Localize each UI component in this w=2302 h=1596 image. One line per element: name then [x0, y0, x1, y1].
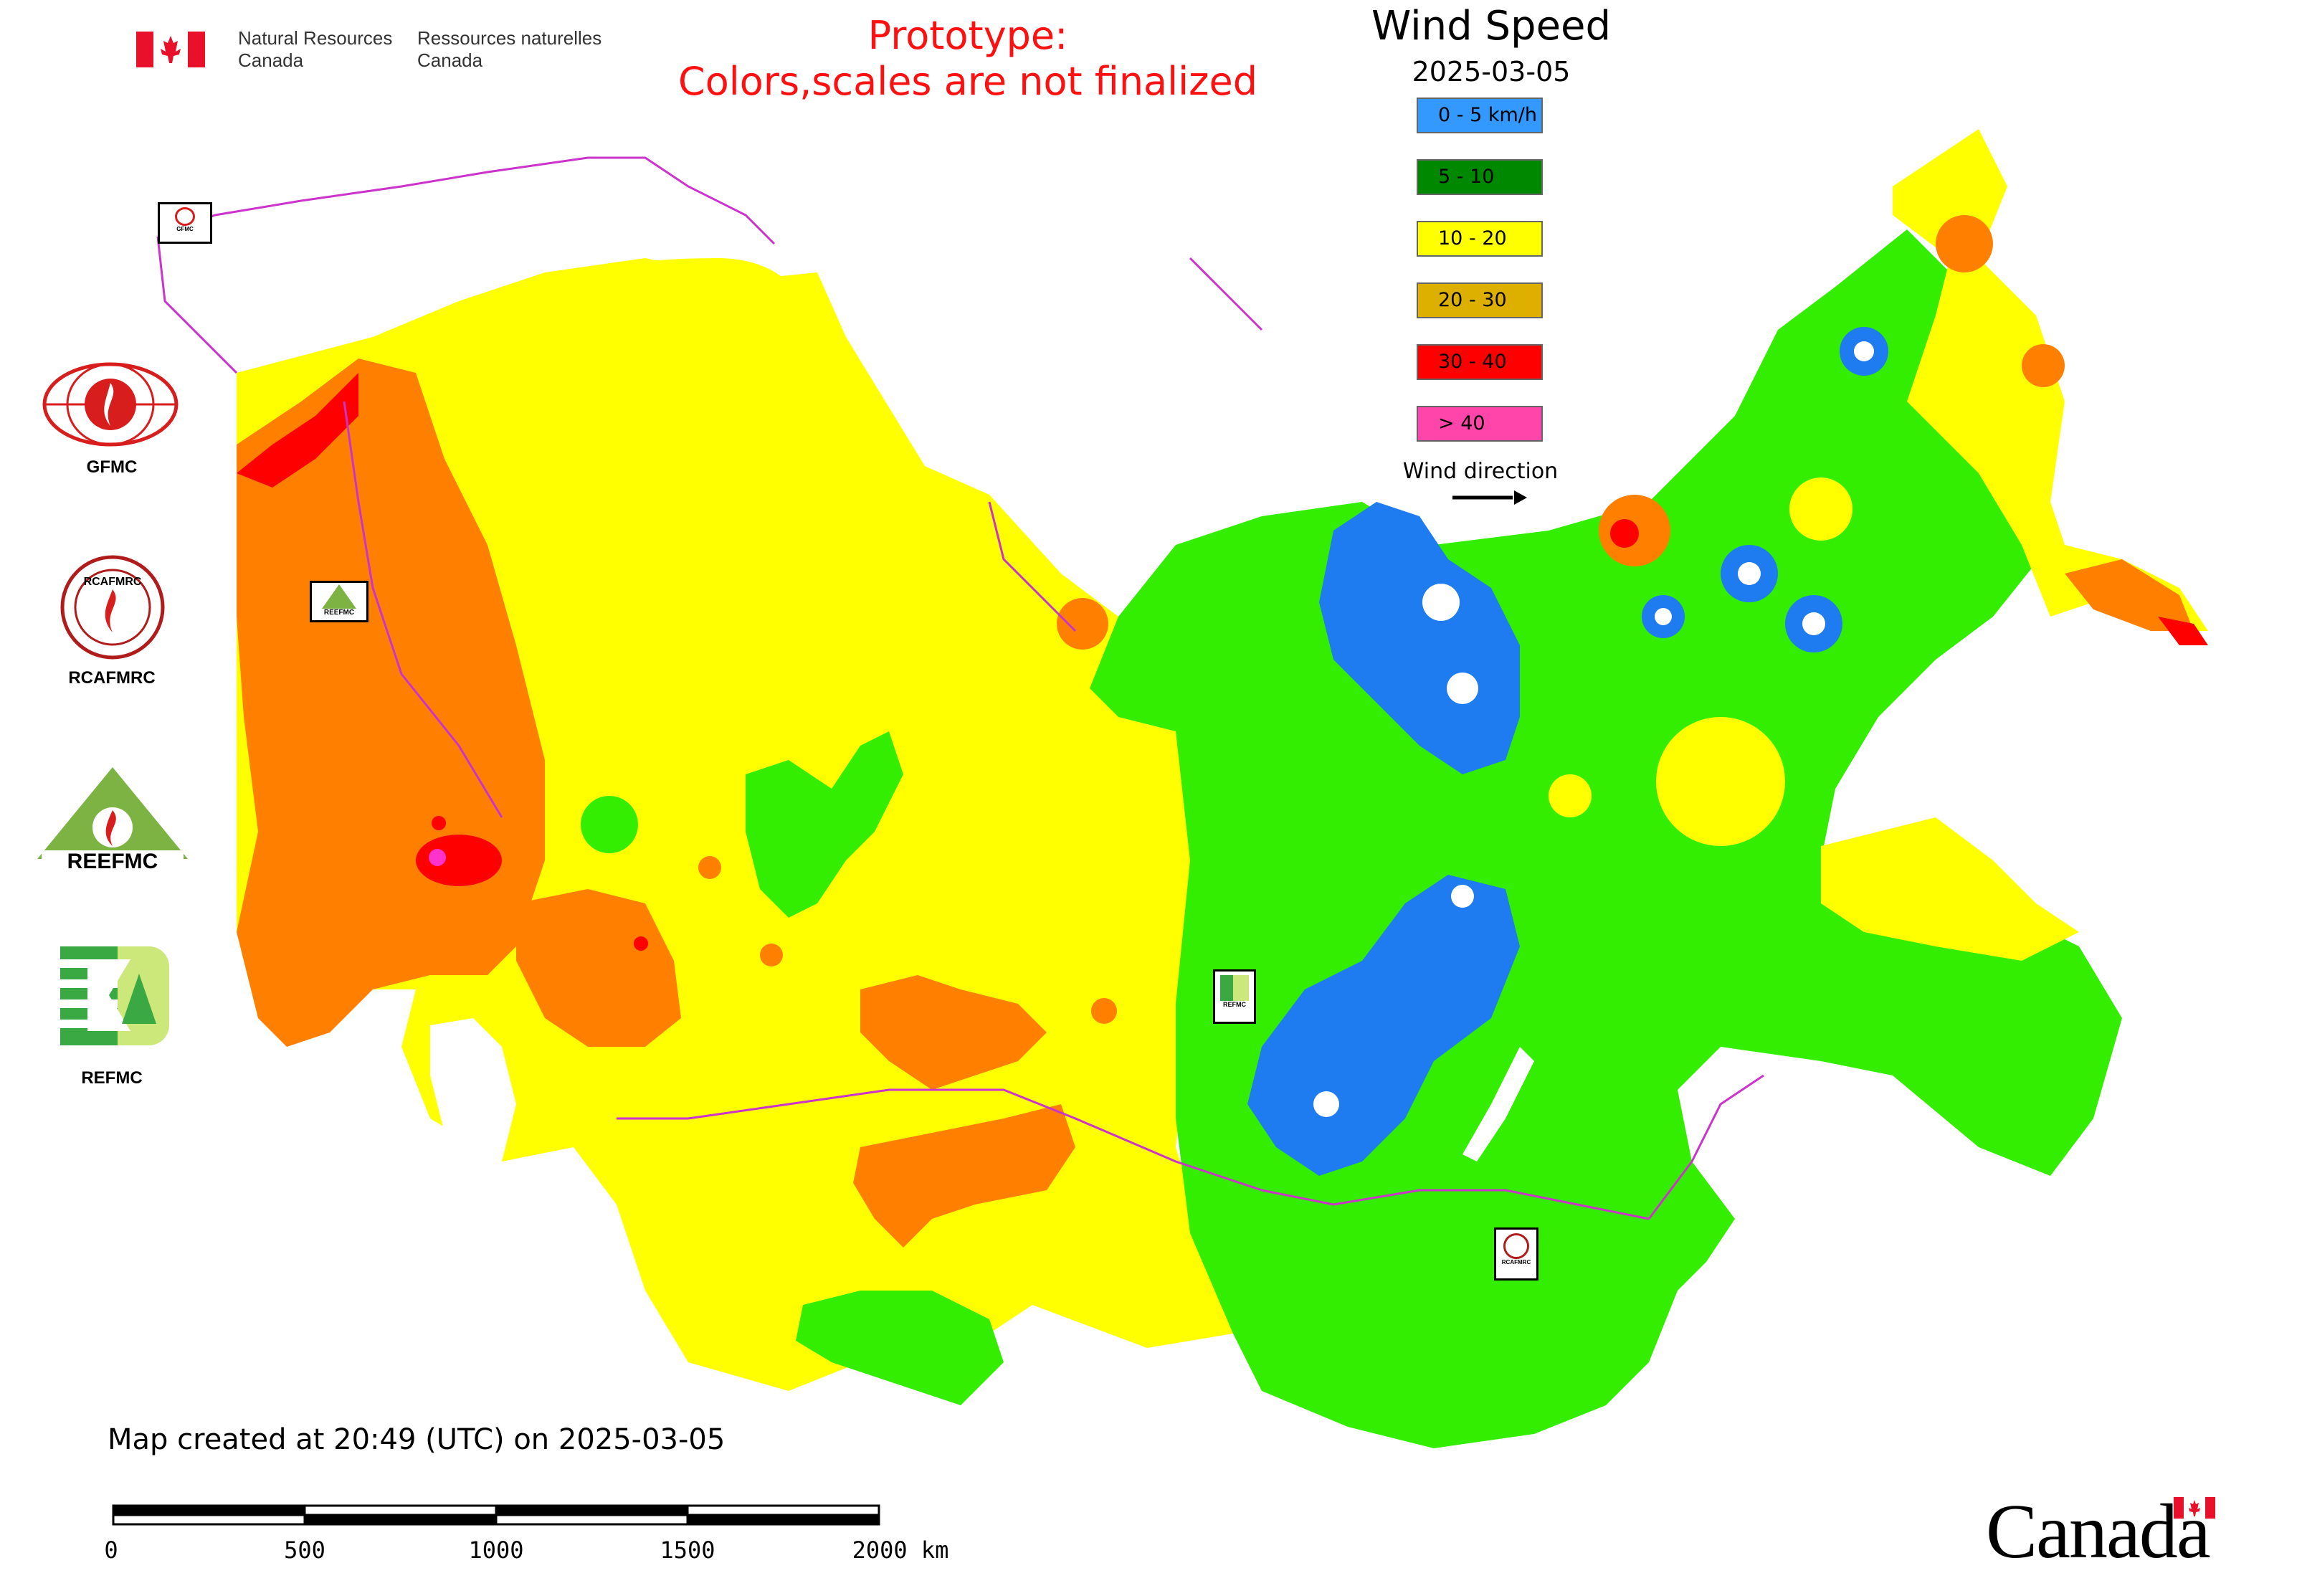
legend-swatch-6: > 40 [1417, 406, 1543, 442]
moderate-wind-zone-north [430, 258, 817, 488]
moderate-spot [1656, 717, 1785, 846]
calm-wind-zone-north [1319, 502, 1520, 774]
calm-spot [1802, 612, 1825, 635]
legend-swatch-3: 10 - 20 [1417, 221, 1543, 257]
very-strong-spot [432, 816, 446, 830]
strong-spot [760, 944, 783, 966]
gfmc-label: GFMC [86, 457, 138, 477]
scale-label: 0 [104, 1536, 118, 1564]
canada-wordmark-text: Canada [1986, 1489, 2211, 1574]
strong-spot [698, 856, 721, 879]
gfmc-map-marker[interactable]: GFMC [158, 202, 212, 244]
rcafmrc-marker-text: RCAFMRC [1501, 1259, 1531, 1265]
prototype-line2: Colors,scales are not finalized [678, 59, 1257, 104]
wind-direction-label: Wind direction [1402, 459, 1559, 484]
caspian-sea [430, 1018, 516, 1176]
reefmc-map-marker[interactable]: REEFMC [310, 581, 368, 622]
light-wind-patch-south [796, 1291, 1004, 1405]
strong-wind-zone-kazakh [860, 975, 1047, 1090]
map-land-layer [237, 129, 2208, 1448]
moderate-spot [1789, 478, 1852, 541]
country-borders [156, 156, 1764, 1220]
strong-wind-zone-south [853, 1104, 1075, 1248]
agency-en-line1: Natural Resources [238, 27, 393, 49]
rcafmrc-logo-icon: RCAFMRC [60, 555, 165, 660]
agency-name-en: Natural Resources Canada [238, 27, 392, 72]
strong-spot [2022, 344, 2065, 387]
refmc-marker-text: REFMC [1223, 1001, 1246, 1008]
rcafmrc-map-marker[interactable]: RCAFMRC [1494, 1227, 1538, 1281]
gfmc-marker-icon [175, 207, 195, 226]
map-created-note: Map created at 20:49 (UTC) on 2025-03-05 [108, 1423, 726, 1456]
strong-spot [1057, 598, 1108, 650]
refmc-map-marker[interactable]: REFMC [1213, 969, 1256, 1024]
gfmc-logo-icon [42, 362, 179, 447]
reefmc-marker-icon [322, 584, 356, 609]
moderate-wind-zone-southeast [1821, 817, 2079, 961]
strong-spot [1936, 215, 1993, 272]
prototype-notice: Prototype: Colors,scales are not finaliz… [645, 13, 1290, 105]
extreme-wind-spot [429, 849, 446, 866]
scale-label: 1500 [660, 1536, 715, 1564]
light-wind-spot [581, 796, 638, 853]
gfmc-marker-text: GFMC [176, 226, 194, 232]
agency-name-fr: Ressources naturelles Canada [417, 27, 601, 72]
very-strong-spot [1610, 519, 1639, 548]
very-strong-wind-spot [416, 835, 502, 886]
legend-swatch-2: 5 - 10 [1417, 159, 1543, 195]
rcafmrc-marker-icon [1503, 1233, 1529, 1259]
calm-spot [1655, 608, 1672, 625]
prototype-line1: Prototype: [867, 13, 1068, 58]
legend-swatch-1: 0 - 5 km/h [1417, 98, 1543, 133]
legend-swatch-5: 30 - 40 [1417, 344, 1543, 380]
svg-text:RCAFMRC: RCAFMRC [84, 576, 142, 588]
strong-wind-zone-central [516, 889, 681, 1047]
canada-wordmark: Canada [1986, 1488, 2211, 1577]
agency-fr-line2: Canada [417, 49, 483, 71]
legend-swatch-4: 20 - 30 [1417, 282, 1543, 318]
very-strong-spot [634, 936, 648, 951]
reefmc-marker-text: REEFMC [323, 609, 355, 617]
very-strong-wind-zone [237, 373, 358, 488]
strong-wind-zone-kamchatka [2065, 559, 2194, 631]
light-wind-patch [746, 731, 903, 918]
scale-label: 2000 km [852, 1536, 949, 1564]
calm-white-spot [1422, 584, 1460, 621]
scale-bar [112, 1504, 880, 1526]
calm-spot [1738, 562, 1761, 585]
strong-spot [1091, 998, 1117, 1024]
agency-en-line2: Canada [238, 49, 304, 71]
moderate-spot [1549, 774, 1592, 817]
refmc-logo-icon [60, 946, 169, 1045]
agency-fr-line1: Ressources naturelles [417, 27, 602, 49]
calm-white-spot [1313, 1091, 1339, 1117]
refmc-marker-icon [1220, 975, 1249, 1001]
calm-white-spot [1451, 885, 1474, 908]
scale-label: 500 [284, 1536, 325, 1564]
lake-baikal [1462, 1047, 1534, 1162]
rcafmrc-label: RCAFMRC [68, 668, 156, 688]
legend-title: Wind Speed [1371, 3, 1612, 49]
very-strong-wind-zone-kamchatka [2158, 617, 2208, 645]
reefmc-logo-icon: REEFMC [37, 767, 188, 873]
calm-spot [1854, 341, 1874, 361]
refmc-label: REFMC [81, 1068, 143, 1088]
calm-white-spot [1447, 673, 1478, 704]
legend-date: 2025-03-05 [1412, 56, 1571, 87]
canada-flag-icon [136, 32, 205, 67]
scale-label: 1000 [468, 1536, 524, 1564]
wordmark-flag-icon [2174, 1497, 2215, 1519]
wind-direction-arrow [1452, 490, 1527, 505]
svg-text:REEFMC: REEFMC [67, 850, 158, 873]
